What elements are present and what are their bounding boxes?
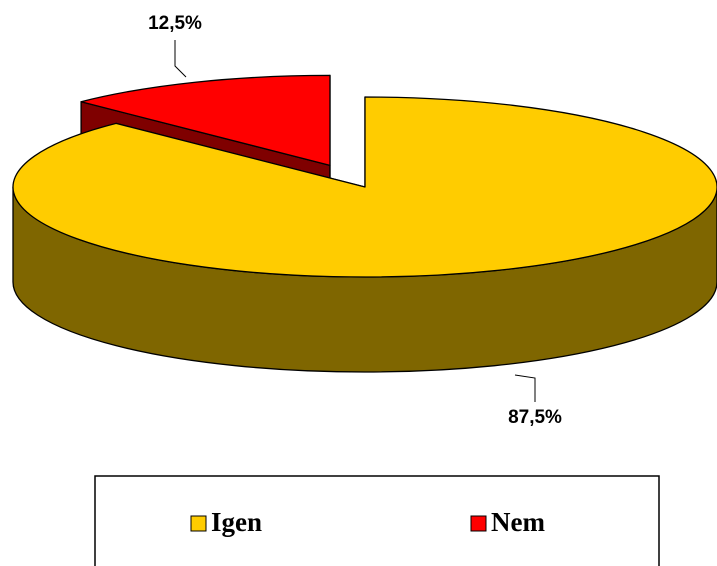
legend-label: Igen xyxy=(211,507,262,537)
legend-label: Nem xyxy=(491,507,545,537)
slice xyxy=(12,96,717,278)
leader-line xyxy=(174,40,187,78)
data-label: 12,5% xyxy=(148,13,202,34)
leader-line xyxy=(514,374,536,402)
legend-swatch xyxy=(470,515,487,532)
legend-box xyxy=(94,475,660,566)
legend-swatch xyxy=(190,515,207,532)
slice xyxy=(80,74,331,167)
data-label: 87,5% xyxy=(508,407,562,428)
